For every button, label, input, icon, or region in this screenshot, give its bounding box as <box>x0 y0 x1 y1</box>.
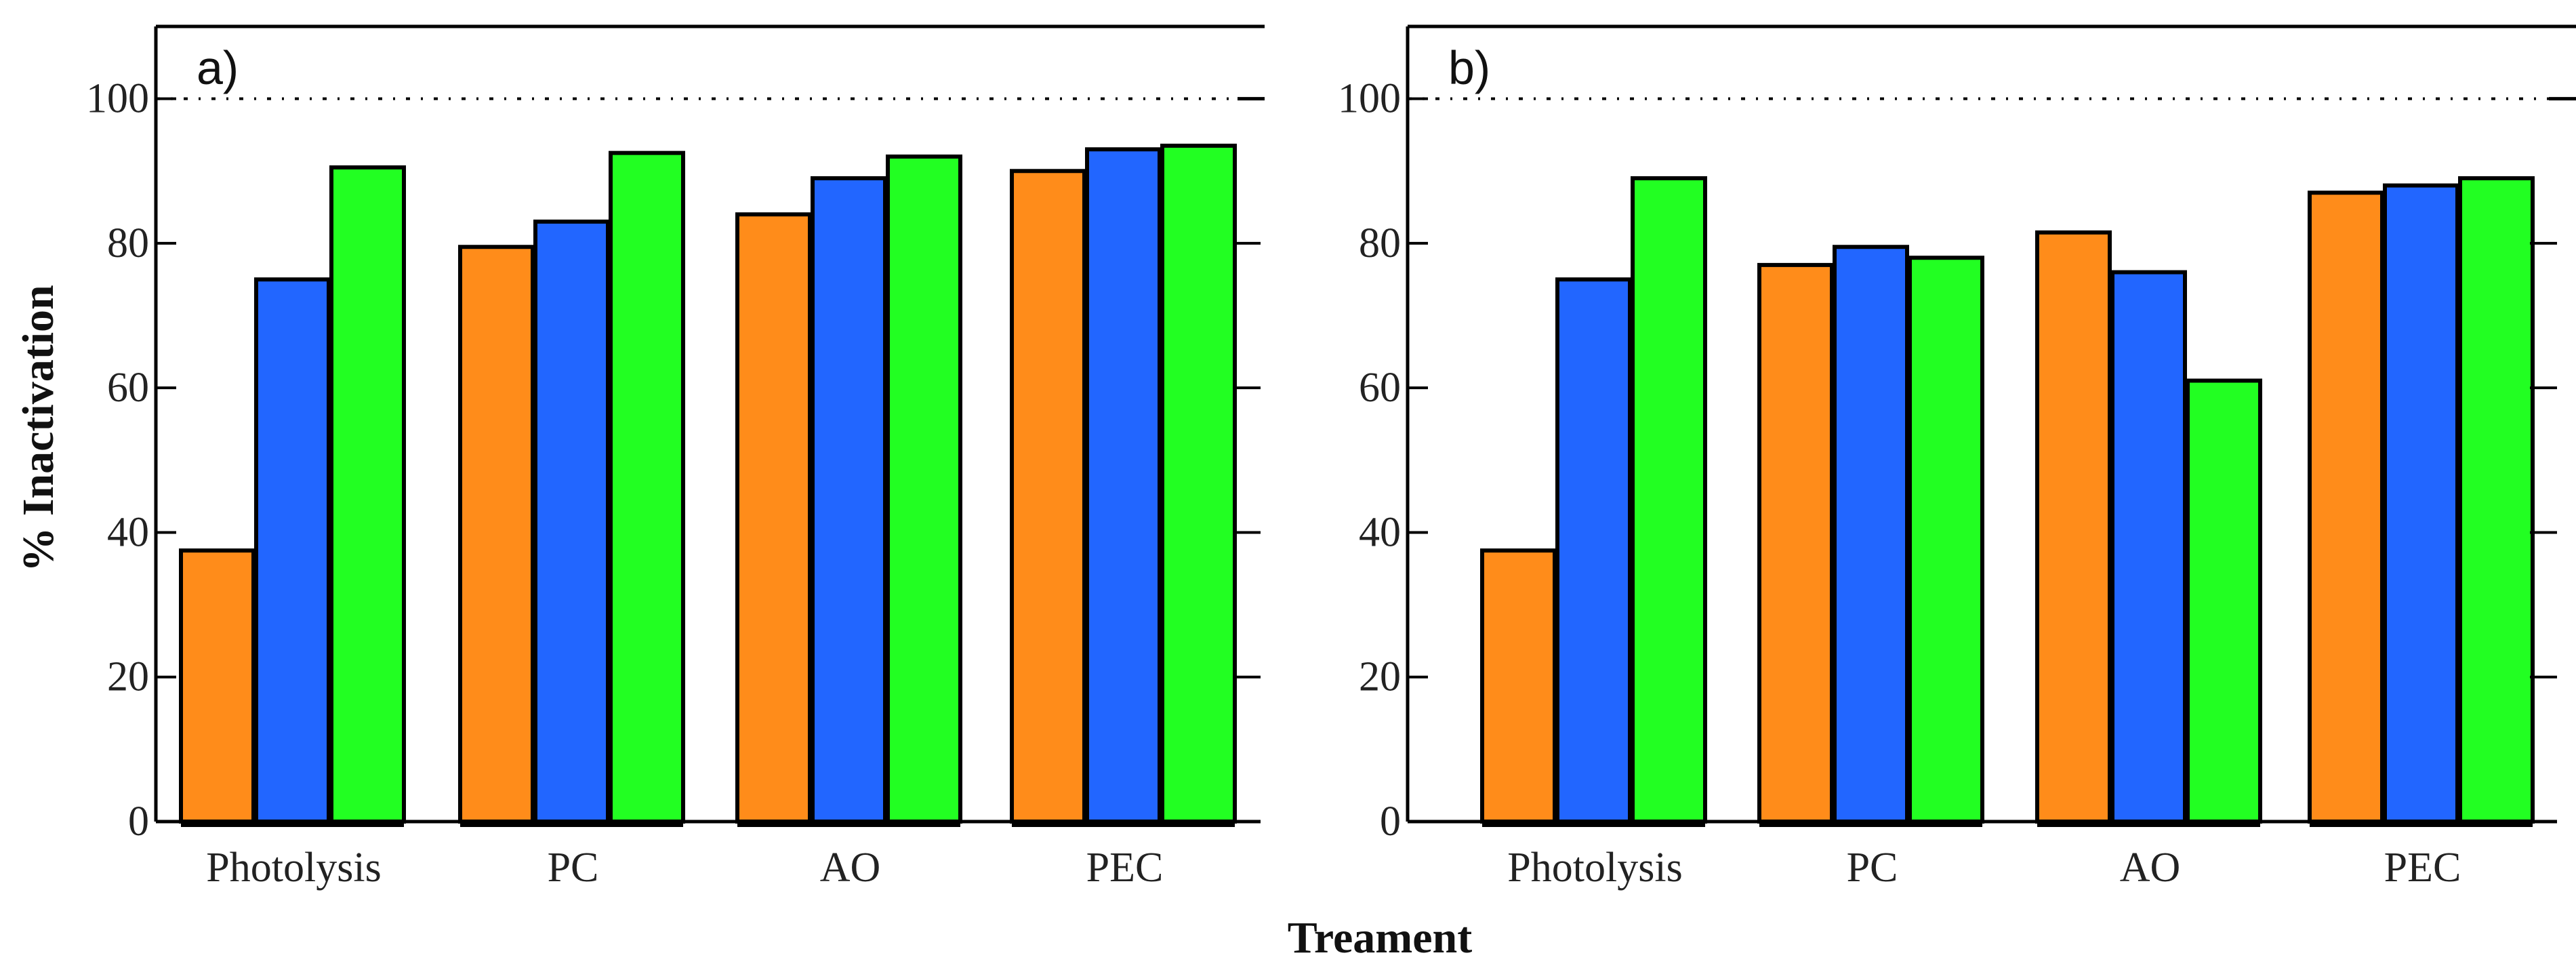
bar-orange-pc <box>1757 262 1834 824</box>
bar-blue-photolysis <box>254 277 331 824</box>
panel-label: a) <box>197 41 239 94</box>
bar-blue-pec <box>2383 183 2459 824</box>
y-tick-label: 60 <box>1359 365 1401 411</box>
y-tick-label: 80 <box>1359 220 1401 266</box>
panel-label: b) <box>1448 41 1490 94</box>
y-tick-label: 0 <box>1380 799 1401 845</box>
y-tick-label: 60 <box>107 365 149 411</box>
y-axis-label: % Inactivation <box>14 285 63 572</box>
x-tick-label: PC <box>548 845 599 891</box>
bar-green-pec <box>1160 143 1237 824</box>
bar-orange-pc <box>458 245 535 824</box>
bar-green-ao <box>886 154 962 824</box>
bar-orange-ao <box>2035 230 2112 824</box>
y-tick-label: 20 <box>107 654 149 700</box>
panel-b: 0 20 40 60 80 100 Photolysis PC AO PEC b) <box>1338 24 2576 891</box>
bar-orange-photolysis <box>179 548 255 824</box>
y-tick-label: 100 <box>1338 76 1401 122</box>
bar-green-pc <box>609 150 685 824</box>
bar-blue-ao <box>811 176 887 824</box>
y-tick-label: 20 <box>1359 654 1401 700</box>
bar-orange-pec <box>2308 190 2384 824</box>
x-tick-label: Photolysis <box>206 845 381 891</box>
bar-orange-pec <box>1010 169 1086 824</box>
x-tick-label: PEC <box>2384 845 2461 891</box>
x-tick-label: Photolysis <box>1507 845 1682 891</box>
bar-green-pec <box>2458 176 2535 824</box>
x-tick-label: AO <box>820 845 881 891</box>
y-tick-label: 40 <box>107 509 149 555</box>
bar-green-photolysis <box>329 165 406 824</box>
bar-orange-ao <box>735 212 812 824</box>
bar-blue-pc <box>1833 245 1909 824</box>
y-tick-label: 40 <box>1359 509 1401 555</box>
y-tick-label: 0 <box>128 799 149 845</box>
y-tick-label: 100 <box>86 76 149 122</box>
x-tick-label: PEC <box>1086 845 1164 891</box>
panel-a: 0 20 40 60 80 100 Photolysis PC AO PEC a) <box>86 24 1265 891</box>
x-axis-label: Treament <box>1288 913 1472 963</box>
bar-blue-pec <box>1085 147 1162 824</box>
y-tick-label: 80 <box>107 220 149 266</box>
bar-orange-photolysis <box>1480 548 1557 824</box>
bar-green-ao <box>2186 378 2262 824</box>
x-tick-label: AO <box>2120 845 2181 891</box>
x-tick-label: PC <box>1847 845 1898 891</box>
bar-blue-photolysis <box>1555 277 1632 824</box>
bar-blue-pc <box>533 219 610 824</box>
bar-blue-ao <box>2110 270 2187 824</box>
bar-green-photolysis <box>1631 176 1707 824</box>
bar-green-pc <box>1908 256 1984 824</box>
